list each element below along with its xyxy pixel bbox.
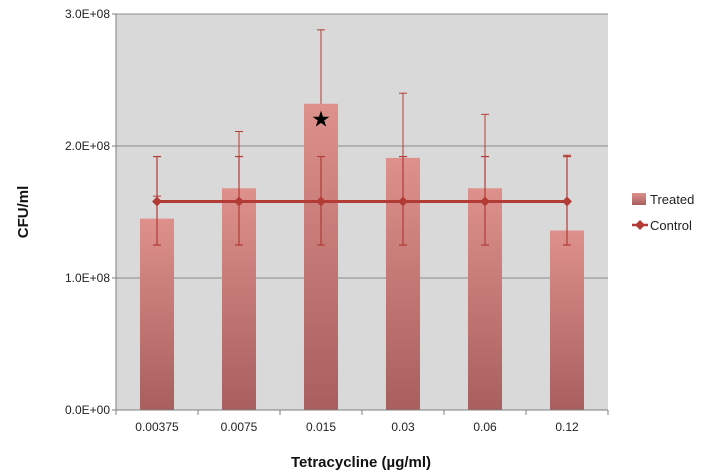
legend-marker-control (635, 220, 645, 230)
bar-treated (139, 218, 175, 410)
y-tick-label: 2.0E+08 (65, 139, 110, 153)
bar-treated (303, 103, 339, 410)
marker-control (562, 196, 572, 207)
y-axis-title: CFU/ml (15, 186, 32, 239)
gridlines (116, 13, 608, 279)
marker-control (152, 196, 162, 207)
annotations: ★ (311, 107, 331, 132)
marker-control (398, 196, 408, 207)
x-tick-labels: 0.00375 0.0075 0.015 0.03 0.06 0.12 (135, 420, 579, 434)
x-tick-label: 0.06 (473, 420, 497, 434)
y-tick-label: 0.0E+00 (65, 403, 110, 417)
marker-control (480, 196, 490, 207)
plot-area (116, 14, 608, 410)
x-tick-label: 0.015 (306, 420, 336, 434)
y-tick-labels: 0.0E+00 1.0E+08 2.0E+08 3.0E+08 (65, 7, 110, 417)
y-tick-label: 3.0E+08 (65, 7, 110, 21)
legend-label-treated: Treated (650, 192, 694, 207)
axes (112, 13, 609, 415)
significance-star-icon: ★ (311, 107, 331, 132)
y-tick-label: 1.0E+08 (65, 271, 110, 285)
x-axis-title: Tetracycline (µg/ml) (291, 454, 431, 471)
bar-treated (549, 230, 585, 410)
marker-control (316, 196, 326, 207)
x-tick-label: 0.03 (391, 420, 415, 434)
x-tick-label: 0.0075 (221, 420, 258, 434)
legend: Treated Control (632, 192, 694, 233)
x-tick-label: 0.00375 (135, 420, 179, 434)
control-series (152, 196, 572, 207)
legend-swatch-treated (632, 193, 646, 205)
x-tick-label: 0.12 (555, 420, 579, 434)
marker-control (234, 196, 244, 207)
legend-label-control: Control (650, 218, 692, 233)
bars (139, 103, 585, 410)
